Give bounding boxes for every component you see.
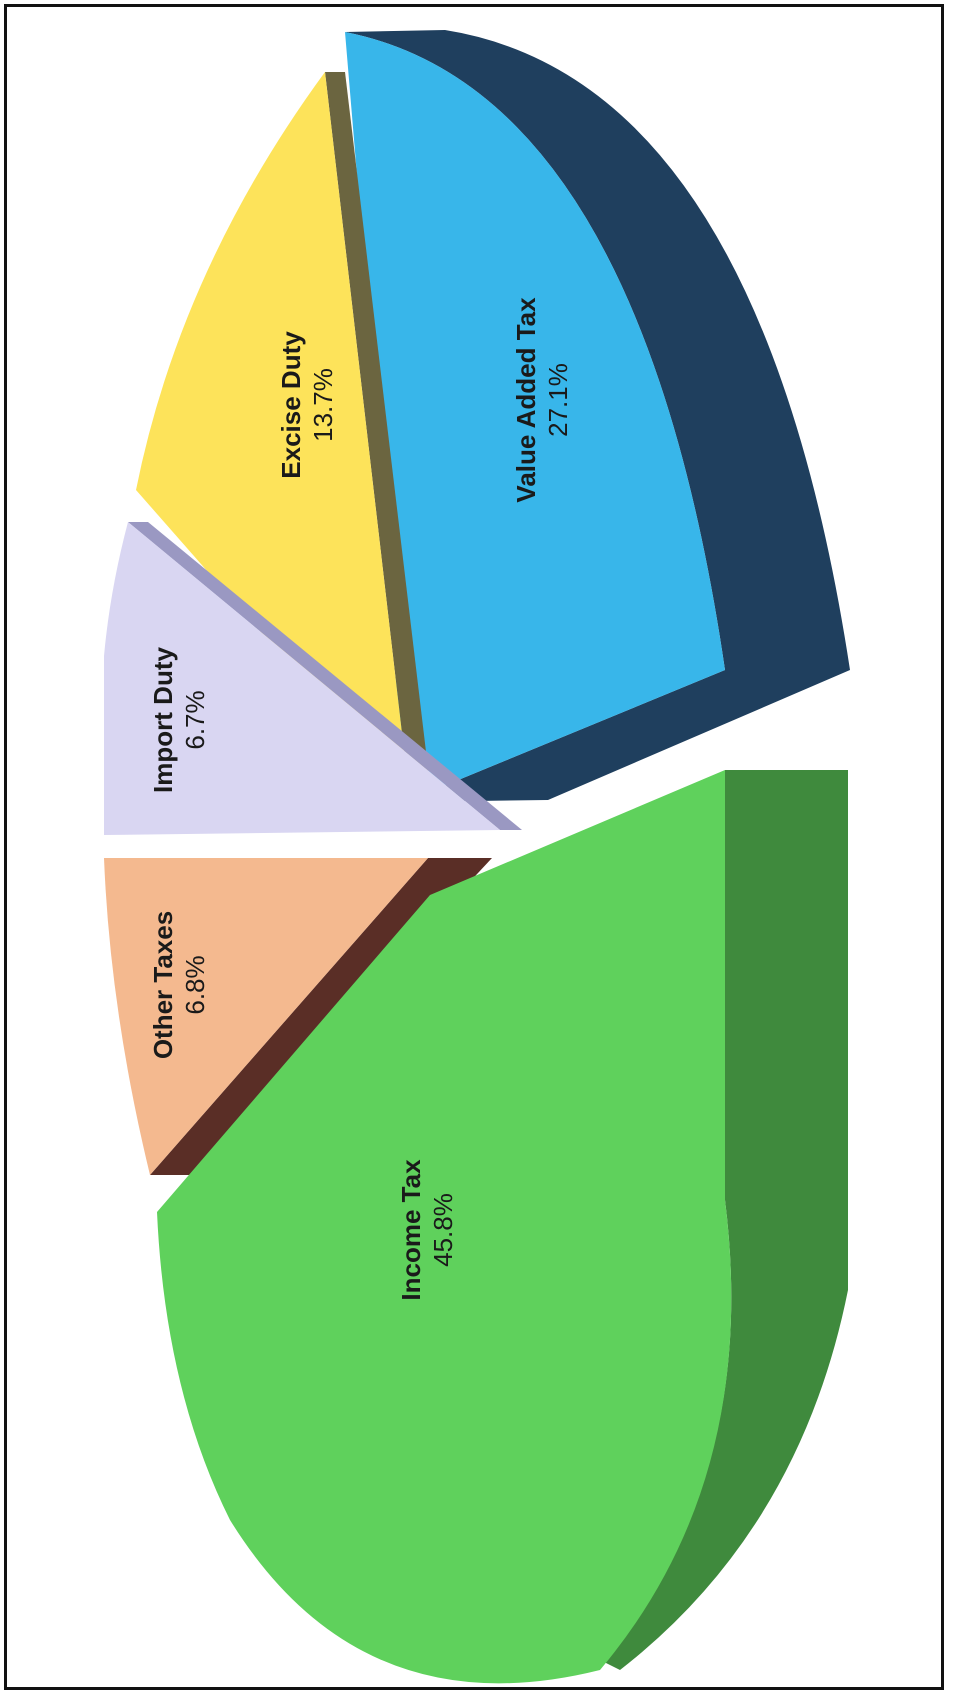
slice-import-duty [104,522,500,835]
slice-import-duty-side [128,522,522,830]
label-excise-duty: Excise Duty 13.7% [276,331,338,479]
label-excise-duty-value: 13.7% [308,368,338,442]
label-value-added-tax-name: Value Added Tax [511,297,541,503]
label-income-tax: Income Tax 45.8% [396,1159,458,1301]
label-income-tax-value: 45.8% [428,1193,458,1267]
slice-value-added-tax-side [345,30,850,802]
label-other-taxes-name: Other Taxes [148,911,178,1059]
label-import-duty-name: Import Duty [148,647,178,793]
label-income-tax-name: Income Tax [396,1159,426,1301]
label-value-added-tax-value: 27.1% [543,363,573,437]
label-other-taxes-value: 6.8% [180,955,210,1014]
slice-income-tax [157,770,732,1684]
slice-other-taxes [104,858,428,1175]
label-other-taxes: Other Taxes 6.8% [148,911,210,1059]
slice-value-added-tax [345,32,725,802]
label-value-added-tax: Value Added Tax 27.1% [511,297,573,503]
label-excise-duty-name: Excise Duty [276,331,306,479]
slice-income-tax-side [600,770,848,1670]
slice-excise-duty-side [325,72,432,802]
label-import-duty: Import Duty 6.7% [148,647,210,793]
slice-excise-duty [136,72,410,802]
label-import-duty-value: 6.7% [180,690,210,749]
